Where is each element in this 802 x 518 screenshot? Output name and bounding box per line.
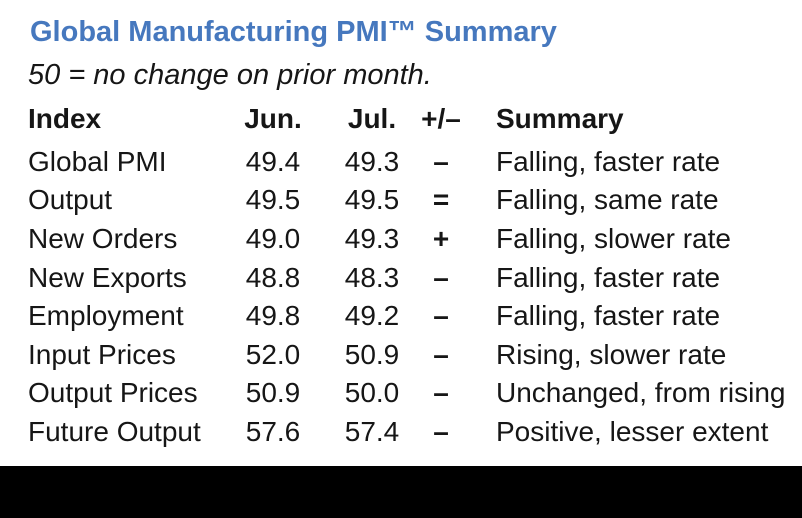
row-label: Output	[28, 184, 113, 216]
change-indicator: +	[432, 223, 450, 255]
row-label: New Orders	[28, 223, 178, 255]
table-row: Employment 49.8 49.2 – Falling, faster r…	[28, 297, 802, 336]
jun-value: 52.0	[245, 338, 301, 370]
row-label: Future Output	[28, 416, 201, 448]
table-row: New Exports 48.8 48.3 – Falling, faster …	[28, 258, 802, 297]
row-label: Input Prices	[28, 338, 176, 370]
summary-text: Positive, lesser extent	[496, 416, 769, 448]
change-indicator: –	[433, 145, 449, 177]
column-header-jun: Jun.	[244, 103, 302, 135]
jun-value: 57.6	[245, 416, 301, 448]
row-label: New Exports	[28, 261, 187, 293]
jul-value: 48.3	[344, 261, 400, 293]
change-indicator: –	[433, 416, 449, 448]
table-note: 50 = no change on prior month.	[28, 59, 432, 91]
change-indicator: –	[433, 261, 449, 293]
jun-value: 49.5	[245, 184, 301, 216]
summary-text: Falling, same rate	[496, 184, 719, 216]
jul-value: 50.9	[344, 338, 400, 370]
summary-text: Falling, faster rate	[496, 300, 721, 332]
jun-value: 48.8	[245, 261, 301, 293]
jun-value: 49.4	[245, 145, 301, 177]
change-indicator: =	[432, 184, 450, 216]
table-row: Input Prices 52.0 50.9 – Rising, slower …	[28, 336, 802, 375]
summary-text: Falling, faster rate	[496, 261, 721, 293]
jul-value: 50.0	[344, 377, 400, 409]
summary-text: Unchanged, from rising	[496, 377, 786, 409]
table-row: Global PMI 49.4 49.3 – Falling, faster r…	[28, 143, 802, 182]
summary-text: Rising, slower rate	[496, 338, 727, 370]
jul-value: 49.3	[344, 145, 400, 177]
column-header-change: +/–	[421, 103, 461, 135]
change-indicator: –	[433, 300, 449, 332]
jun-value: 49.0	[245, 223, 301, 255]
jul-value: 49.2	[344, 300, 400, 332]
jul-value: 57.4	[344, 416, 400, 448]
table-row: New Orders 49.0 49.3 + Falling, slower r…	[28, 220, 802, 259]
table-row: Output Prices 50.9 50.0 – Unchanged, fro…	[28, 374, 802, 413]
table-row: Future Output 57.6 57.4 – Positive, less…	[28, 413, 802, 452]
table-row: Output 49.5 49.5 = Falling, same rate	[28, 181, 802, 220]
footer-black-bar	[0, 466, 802, 518]
summary-text: Falling, slower rate	[496, 223, 731, 255]
row-label: Employment	[28, 300, 184, 332]
change-indicator: –	[433, 338, 449, 370]
page-title: Global Manufacturing PMI™ Summary	[30, 16, 557, 48]
row-label: Global PMI	[28, 145, 167, 177]
column-header-index: Index	[28, 103, 102, 135]
column-header-jul: Jul.	[347, 103, 397, 135]
jul-value: 49.3	[344, 223, 400, 255]
summary-text: Falling, faster rate	[496, 145, 721, 177]
column-header-summary: Summary	[496, 103, 624, 135]
pmi-summary-table: Index Jun. Jul. +/– Summary Global PMI 4…	[28, 100, 802, 451]
row-label: Output Prices	[28, 377, 198, 409]
change-indicator: –	[433, 377, 449, 409]
jul-value: 49.5	[344, 184, 400, 216]
jun-value: 49.8	[245, 300, 301, 332]
table-header-row: Index Jun. Jul. +/– Summary	[28, 100, 802, 139]
jun-value: 50.9	[245, 377, 301, 409]
